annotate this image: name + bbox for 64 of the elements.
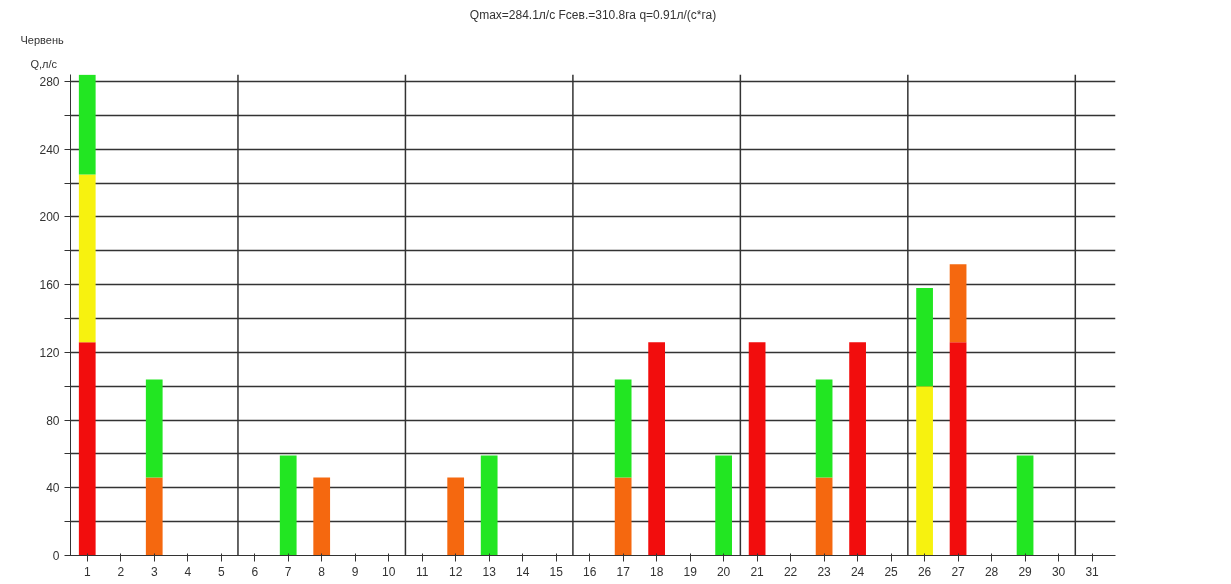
- x-tick-label: 25: [884, 564, 899, 579]
- bar: [145, 379, 163, 478]
- x-tick-label: 5: [217, 564, 225, 579]
- text: Червень: [20, 33, 64, 46]
- x-tick-label: 31: [1085, 564, 1100, 579]
- y-tick-label: 280: [39, 74, 60, 89]
- bar: [748, 342, 766, 556]
- x-tick-label: 6: [251, 564, 259, 579]
- x-tick-label: 29: [1018, 564, 1033, 579]
- x-tick-label: 11: [415, 564, 429, 579]
- x-tick-label: 21: [750, 564, 765, 579]
- y-axis-title: Q,л/с: [30, 57, 58, 70]
- bar: [949, 264, 967, 343]
- y-tick-label: 120: [39, 345, 60, 360]
- x-tick-label: 27: [951, 564, 966, 579]
- x-tick-label: 19: [683, 564, 698, 579]
- bar: [815, 477, 833, 556]
- x-tick-label: 23: [817, 564, 832, 579]
- x-tick-label: 8: [318, 564, 326, 579]
- bar: [279, 455, 297, 556]
- x-tick-label: 26: [917, 564, 932, 579]
- bar: [648, 342, 666, 556]
- chart-title: Qmax=284.1л/с Fсев.=310.8га q=0.91л/(с*га): [469, 7, 717, 22]
- y-tick-label: 240: [39, 142, 60, 157]
- y-tick-label: 200: [39, 210, 60, 225]
- x-tick-label: 18: [649, 564, 664, 579]
- bar: [916, 288, 933, 387]
- bar: [815, 379, 833, 478]
- y-tick-label: 160: [39, 278, 60, 293]
- bar: [1016, 455, 1034, 556]
- x-tick-label: 1: [83, 564, 91, 579]
- x-tick-label: 20: [716, 564, 731, 579]
- bar: [480, 455, 498, 556]
- x-tick-label: 10: [382, 564, 396, 579]
- bar: [447, 477, 465, 556]
- x-tick-label: 4: [184, 564, 192, 579]
- bar: [715, 455, 732, 556]
- x-tick-label: 13: [482, 564, 497, 579]
- bar: [614, 477, 632, 556]
- bar: [313, 477, 331, 556]
- bar: [949, 342, 967, 556]
- x-tick-label: 17: [616, 564, 631, 579]
- bar: [849, 342, 866, 556]
- x-tick-label: 14: [515, 564, 530, 579]
- bar: [145, 477, 163, 556]
- x-tick-label: 9: [351, 564, 359, 579]
- bar: [78, 74, 96, 175]
- x-tick-label: 30: [1051, 564, 1066, 579]
- bar: [916, 386, 933, 556]
- x-tick-label: 22: [783, 564, 798, 579]
- x-tick-label: 12: [449, 564, 463, 579]
- x-tick-label: 15: [549, 564, 564, 579]
- x-tick-label: 28: [984, 564, 999, 579]
- x-tick-label: 24: [850, 564, 865, 579]
- x-tick-label: 3: [150, 564, 158, 579]
- bar: [78, 174, 96, 343]
- x-tick-label: 2: [117, 564, 125, 579]
- y-tick-label: 0: [52, 549, 60, 563]
- x-tick-label: 16: [582, 564, 597, 579]
- bar: [78, 342, 96, 556]
- y-tick-label: 80: [46, 413, 60, 428]
- y-tick-label: 40: [46, 481, 60, 496]
- bar: [614, 379, 632, 478]
- x-tick-label: 7: [284, 564, 292, 579]
